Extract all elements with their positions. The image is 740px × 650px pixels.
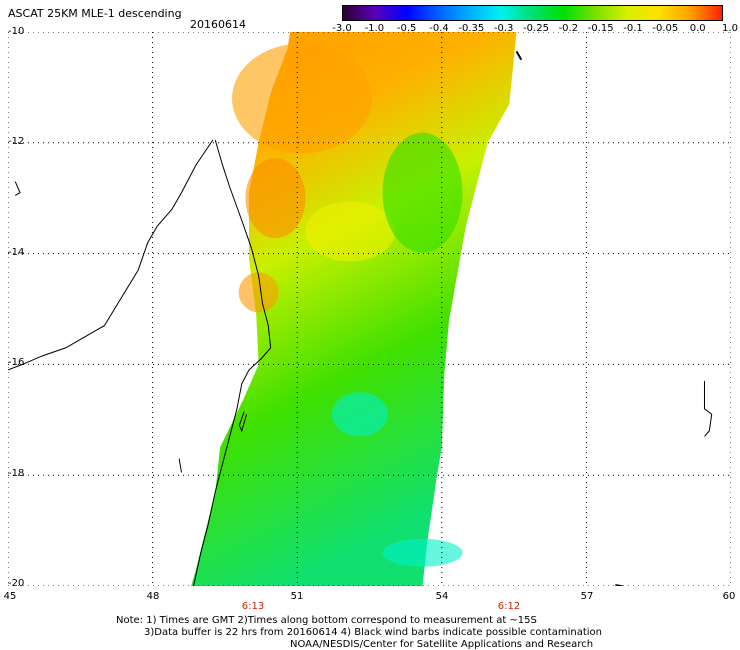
island-north: [515, 50, 523, 61]
map-title: ASCAT 25KM MLE-1 descending: [8, 7, 182, 20]
lon-label-57: 57: [580, 591, 594, 602]
lat-label-12: -12: [8, 136, 25, 147]
sainte-marie-island: [238, 411, 248, 433]
lat-label-14: -14: [8, 247, 25, 258]
mauritius-island: [615, 584, 623, 587]
colorbar-labels: -3.0 -1.0 -0.5 -0.4 -0.35 -0.3 -0.25 -0.2 -0.15-…: [330, 23, 738, 35]
island-east: [703, 381, 713, 437]
madagascar-west-coast: [7, 139, 214, 371]
wind-patch: [238, 272, 279, 313]
colorbar-label: -1.0: [364, 23, 385, 34]
note-line-3: NOAA/NESDIS/Center for Satellite Applica…: [290, 639, 594, 650]
colorbar-label: -0.5: [396, 23, 417, 34]
colorbar-label: -0.15: [587, 23, 614, 34]
lon-label-45: 45: [3, 591, 17, 602]
madagascar-east-coast: [193, 139, 272, 587]
colorbar-label: -0.25: [523, 23, 549, 34]
lake-feature: [178, 458, 183, 473]
lat-label-16: -16: [8, 357, 25, 368]
colorbar: [342, 5, 723, 21]
lon-label-54: 54: [435, 591, 449, 602]
wind-patch: [382, 538, 463, 567]
wind-patch: [232, 43, 373, 154]
colorbar-label: -0.2: [558, 23, 579, 34]
lon-label-48: 48: [146, 591, 160, 602]
colorbar-label: -0.4: [429, 23, 449, 34]
colorbar-label: -0.1: [623, 23, 643, 34]
lat-label-18: -18: [8, 468, 25, 479]
mayotte-island: [14, 181, 21, 196]
note-line-1: Note: 1) Times are GMT 2)Times along bot…: [116, 615, 537, 626]
lat-label-20: -20: [8, 578, 25, 589]
colorbar-label: -0.05: [652, 23, 679, 34]
colorbar-label: 1.0: [722, 23, 738, 34]
lon-label-60: 60: [722, 591, 736, 602]
time-label-2: 6:12: [497, 601, 521, 612]
wind-patch: [305, 201, 396, 262]
lat-label-10: -10: [8, 26, 25, 37]
colorbar-label: -3.0: [332, 23, 352, 34]
map-svg: [7, 31, 732, 587]
map-date: 20160614: [190, 18, 246, 31]
lon-label-51: 51: [290, 591, 304, 602]
time-label-1: 6:13: [241, 601, 265, 612]
colorbar-label: 0.0: [689, 23, 706, 34]
note-line-2: 3)Data buffer is 22 hrs from 20160614 4)…: [144, 627, 602, 638]
colorbar-label: -0.3: [493, 23, 514, 34]
map-panel: [7, 31, 732, 587]
wind-patch: [245, 158, 306, 239]
wind-patch: [331, 392, 388, 437]
colorbar-label: -0.35: [458, 23, 485, 34]
wind-patch: [382, 132, 463, 253]
